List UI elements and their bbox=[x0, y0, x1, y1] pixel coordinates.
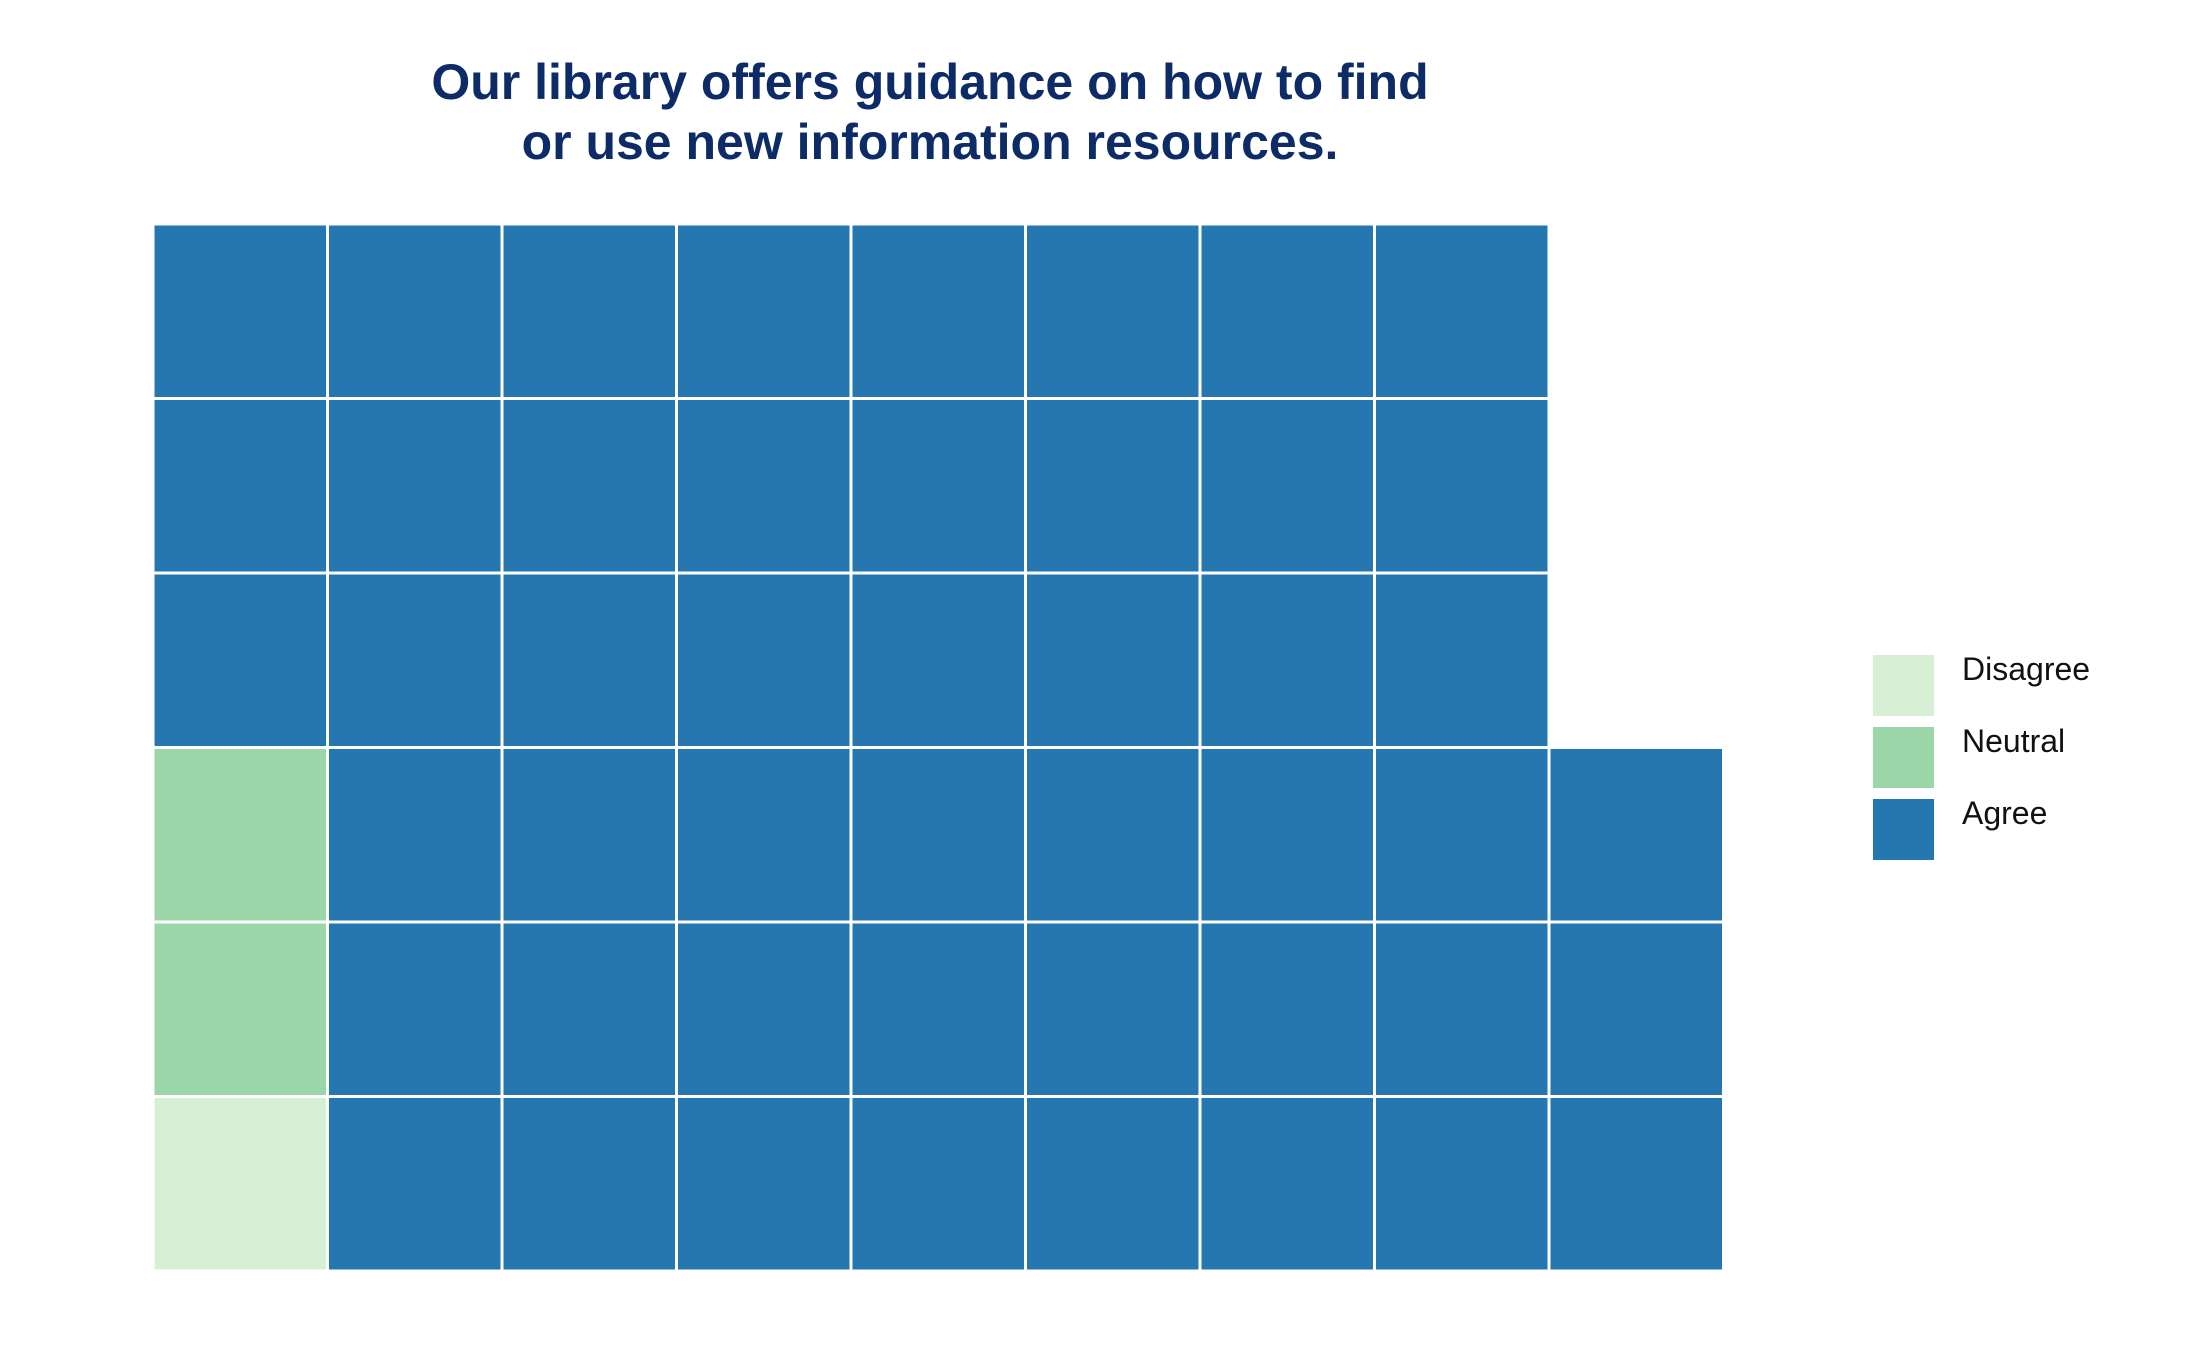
waffle-cell-agree bbox=[678, 574, 850, 746]
waffle-cell-agree bbox=[1376, 1098, 1548, 1270]
waffle-cell-agree bbox=[329, 1098, 501, 1270]
waffle-cell-agree bbox=[1027, 225, 1199, 397]
waffle-cell-agree bbox=[678, 400, 850, 572]
waffle-cell-agree bbox=[329, 225, 501, 397]
legend-key-disagree bbox=[1873, 655, 1934, 716]
waffle-cell-agree bbox=[329, 923, 501, 1095]
legend-label-neutral: Neutral bbox=[1962, 723, 2065, 759]
waffle-cell-agree bbox=[1550, 749, 1722, 921]
waffle-cell-agree bbox=[329, 574, 501, 746]
waffle-cell-agree bbox=[329, 400, 501, 572]
waffle-cell-agree bbox=[1376, 923, 1548, 1095]
waffle-cell-agree bbox=[852, 225, 1024, 397]
waffle-cell-agree bbox=[503, 225, 675, 397]
chart-title-line-1: Our library offers guidance on how to fi… bbox=[431, 54, 1429, 110]
waffle-cell-agree bbox=[1027, 1098, 1199, 1270]
chart-title: Our library offers guidance on how to fi… bbox=[0, 52, 1860, 172]
waffle-cell-agree bbox=[852, 574, 1024, 746]
waffle-cell-agree bbox=[1027, 923, 1199, 1095]
waffle-cells bbox=[154, 225, 1722, 1270]
waffle-cell-agree bbox=[1027, 574, 1199, 746]
waffle-cell-agree bbox=[503, 1098, 675, 1270]
waffle-cell-agree bbox=[503, 574, 675, 746]
waffle-cell-agree bbox=[1201, 225, 1373, 397]
waffle-cell-agree bbox=[852, 1098, 1024, 1270]
waffle-cell-agree bbox=[1376, 225, 1548, 397]
chart-title-line-2: or use new information resources. bbox=[521, 114, 1339, 170]
legend-key-agree bbox=[1873, 799, 1934, 860]
legend-label-disagree: Disagree bbox=[1962, 651, 2090, 687]
waffle-cell-agree bbox=[329, 749, 501, 921]
waffle-cell-agree bbox=[154, 225, 326, 397]
waffle-cell-agree bbox=[1376, 574, 1548, 746]
legend: Disagree Neutral Agree bbox=[1873, 651, 2090, 860]
waffle-cell-agree bbox=[852, 400, 1024, 572]
waffle-cell-agree bbox=[1550, 923, 1722, 1095]
waffle-cell-agree bbox=[154, 574, 326, 746]
waffle-cell-agree bbox=[1027, 400, 1199, 572]
waffle-cell-agree bbox=[1201, 1098, 1373, 1270]
waffle-cell-agree bbox=[1201, 400, 1373, 572]
legend-key-neutral bbox=[1873, 727, 1934, 788]
waffle-cell-agree bbox=[1201, 574, 1373, 746]
waffle-cell-agree bbox=[503, 923, 675, 1095]
waffle-cell-disagree bbox=[154, 1098, 326, 1270]
waffle-cell-agree bbox=[1201, 923, 1373, 1095]
waffle-cell-agree bbox=[1201, 749, 1373, 921]
waffle-cell-neutral bbox=[154, 923, 326, 1095]
waffle-cell-agree bbox=[678, 1098, 850, 1270]
waffle-cell-agree bbox=[852, 749, 1024, 921]
waffle-cell-agree bbox=[1027, 749, 1199, 921]
waffle-cell-agree bbox=[678, 225, 850, 397]
waffle-cell-agree bbox=[852, 923, 1024, 1095]
waffle-cell-neutral bbox=[154, 749, 326, 921]
legend-label-agree: Agree bbox=[1962, 795, 2047, 831]
waffle-cell-agree bbox=[503, 749, 675, 921]
waffle-cell-agree bbox=[1376, 749, 1548, 921]
waffle-cell-agree bbox=[1376, 400, 1548, 572]
waffle-cell-agree bbox=[154, 400, 326, 572]
waffle-cell-agree bbox=[503, 400, 675, 572]
waffle-cell-agree bbox=[678, 923, 850, 1095]
waffle-cell-agree bbox=[1550, 1098, 1722, 1270]
waffle-cell-agree bbox=[678, 749, 850, 921]
